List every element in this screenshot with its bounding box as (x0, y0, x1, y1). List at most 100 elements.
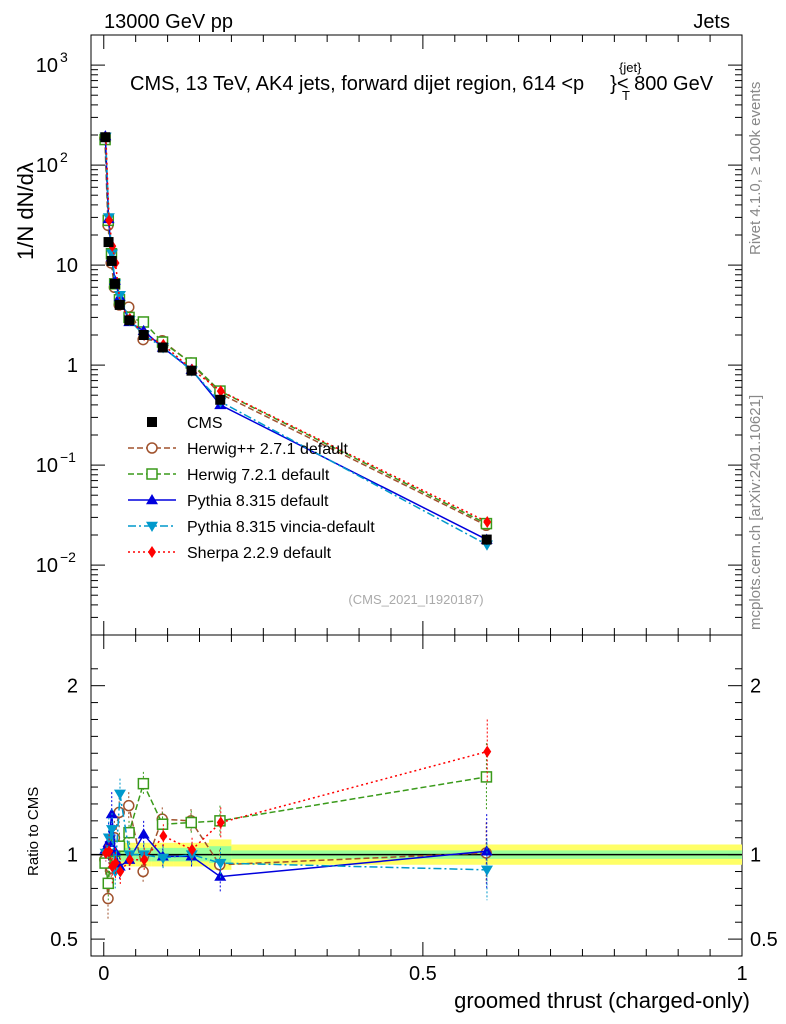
header-left: 13000 GeV pp (104, 11, 233, 33)
legend: CMS Herwig++ 2.7.1 default Herwig 7.2.1 de… (128, 415, 375, 562)
ratio-marker (99, 857, 111, 869)
side-label-top-wrap: Rivet 4.1.0, ≥ 100k events (747, 82, 764, 255)
x-axis-label: groomed thrust (charged-only) (454, 988, 750, 1013)
ratio-ylabel-wrap: Ratio to CMS (25, 787, 42, 876)
side-label-top: Rivet 4.1.0, ≥ 100k events (747, 82, 764, 255)
ratio-tick-label-right: 1 (750, 845, 761, 867)
side-label-bottom: mcplots.cern.ch [arXiv:2401.10621] (747, 395, 764, 630)
ratio-series-1 (99, 743, 493, 901)
data-point (138, 330, 149, 340)
data-point (106, 255, 117, 266)
y-tick-label: 10 (36, 455, 58, 477)
ratio-marker (480, 865, 493, 876)
data-point (481, 534, 492, 545)
ratio-marker (102, 877, 115, 890)
ratio-marker (125, 853, 134, 866)
ratio-tick-label: 0.5 (50, 929, 78, 951)
ratio-marker (137, 777, 150, 790)
data-point (103, 237, 114, 248)
y-tick-label: 1 (67, 355, 78, 377)
ratio-marker (156, 818, 169, 830)
ratio-frame (90, 634, 743, 957)
ratio-marker (106, 825, 119, 836)
data-point (100, 132, 111, 143)
ratio-marker (480, 771, 493, 783)
legend-marker (146, 468, 158, 480)
legend-label: CMS (187, 415, 223, 432)
y-tick-label: 10 (36, 55, 58, 77)
ratio-marker (216, 816, 225, 829)
side-label-bottom-wrap: mcplots.cern.ch [arXiv:2401.10621] (747, 395, 764, 630)
legend-label: Herwig 7.2.1 default (187, 467, 330, 484)
y-axis-label-text: 1/N dN/dλ (13, 162, 38, 260)
y-tick-exponent: −2 (60, 549, 76, 565)
ratio-series-3 (99, 778, 493, 901)
ratio-marker (140, 853, 149, 866)
legend-marker (146, 521, 158, 532)
legend-marker (147, 417, 157, 427)
legend-label: Pythia 8.315 default (187, 493, 329, 510)
legend-marker (146, 494, 158, 505)
y-tick-label: 10 (56, 255, 78, 277)
x-tick-label: 1 (736, 963, 747, 985)
series-marker (216, 385, 225, 398)
ratio-ylabel: Ratio to CMS (25, 787, 42, 876)
series-line (104, 139, 487, 525)
ratio-marker (137, 865, 149, 878)
legend-marker (148, 546, 156, 558)
series-line (105, 137, 488, 523)
y-axis-label-main: 1/N dN/dλ (13, 162, 38, 260)
series-marker (483, 515, 492, 528)
y-tick-exponent: −1 (60, 449, 76, 465)
legend-label: Sherpa 2.2.9 default (187, 545, 332, 562)
ratio-marker (185, 816, 198, 829)
ratio-marker (214, 858, 227, 870)
ratio-marker (111, 857, 120, 870)
ratio-marker (123, 799, 135, 812)
header-right: Jets (693, 11, 730, 33)
y-tick-exponent: 2 (60, 149, 68, 165)
ratio-marker (105, 845, 114, 858)
x-tick-label: 0 (98, 963, 109, 985)
data-point (109, 278, 120, 289)
ratio-tick-label: 1 (67, 845, 78, 867)
legend-label: Herwig++ 2.7.1 default (187, 441, 349, 458)
ratio-tick-label: 2 (67, 676, 78, 698)
data-series-cms (100, 132, 492, 545)
x-tick-label: 0.5 (409, 963, 437, 985)
series-marker (105, 214, 114, 227)
ratio-axis-ticks: 0.5 0.5 1 1 2 2 (50, 668, 778, 951)
y-tick-label: 10 (36, 555, 58, 577)
ratio-marker (113, 789, 126, 800)
ratio-series-4 (101, 719, 492, 886)
ratio-marker (116, 865, 125, 878)
y-tick-exponent: 3 (60, 49, 68, 65)
analysis-id: (CMS_2021_I1920187) (348, 592, 483, 607)
data-point (215, 394, 226, 405)
chart-title-sub: T (622, 88, 630, 103)
legend-marker (146, 442, 158, 454)
ratio-tick-label-right: 2 (750, 676, 761, 698)
series-marker (106, 249, 119, 260)
series-marker (113, 291, 126, 302)
ratio-marker (159, 830, 168, 843)
data-point (186, 365, 197, 376)
ratio-marker (480, 845, 493, 856)
ratio-marker (188, 843, 197, 856)
data-point (114, 299, 125, 310)
y-tick-label: 10 (36, 155, 58, 177)
ratio-marker (137, 828, 150, 839)
ratio-marker (483, 745, 492, 758)
data-point (124, 315, 135, 326)
chart-title-sup: {jet} (619, 60, 642, 75)
main-series-layer (99, 130, 493, 551)
ratio-marker (157, 853, 170, 865)
data-point (157, 342, 168, 353)
chart-title: CMS, 13 TeV, AK4 jets, forward dijet reg… (130, 73, 714, 95)
legend-label: Pythia 8.315 vincia-default (187, 519, 375, 536)
ratio-marker (214, 870, 227, 881)
ratio-marker (123, 826, 135, 839)
ratio-tick-label-right: 0.5 (750, 929, 778, 951)
